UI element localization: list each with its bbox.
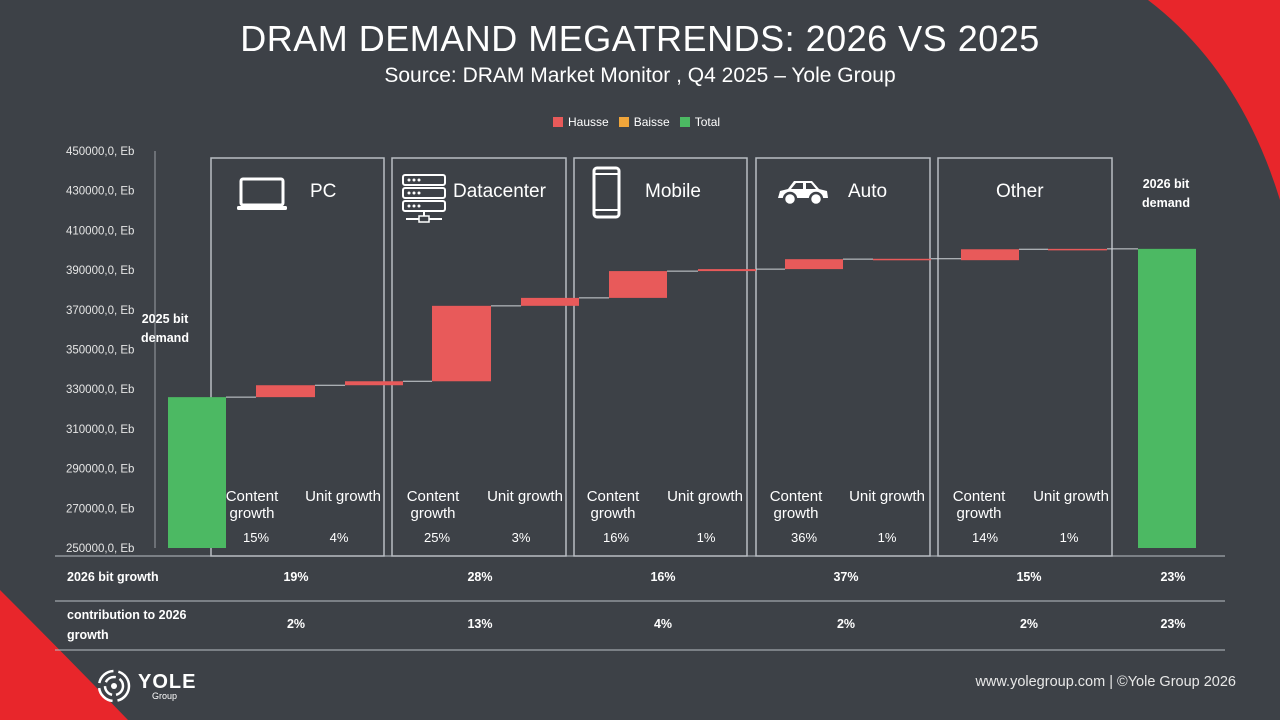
waterfall-bar-2025-bit-demand — [168, 397, 226, 548]
datacenter-content-growth-label: Content growth — [406, 488, 460, 522]
segment-title-pc: PC — [310, 181, 337, 202]
datacenter-content-pct: 25% — [423, 530, 451, 545]
logo-wordmark: YOLE — [138, 670, 197, 693]
y-tick-label: 310000,0, Eb — [66, 424, 134, 436]
phone-icon — [592, 166, 621, 219]
laptop-icon — [237, 177, 287, 210]
mobile-contribution: 4% — [653, 617, 673, 631]
chart-legend: Hausse Baisse Total — [553, 115, 720, 129]
segment-title-datacenter: Datacenter — [453, 181, 546, 202]
waterfall-bar-datacenter-unit-growth — [521, 297, 579, 306]
yole-logo-mark-icon — [97, 669, 131, 703]
legend-swatch-total — [679, 117, 690, 127]
mobile-bit-growth: 16% — [650, 570, 676, 584]
yole-logo[interactable]: YOLE Group — [96, 668, 196, 704]
segment-title-auto: Auto — [848, 181, 888, 202]
logo-subword: Group — [152, 690, 178, 701]
other-content-pct: 14% — [971, 530, 999, 545]
auto-content-pct: 36% — [790, 530, 818, 545]
auto-content-growth-label: Content growth — [769, 488, 823, 522]
y-tick-label: 390000,0, Eb — [66, 265, 134, 277]
legend-item-hausse: Hausse — [553, 115, 609, 129]
other-content-growth-label: Content growth — [952, 488, 1006, 522]
pc-content-pct: 15% — [242, 530, 270, 545]
legend-swatch-hausse — [553, 117, 563, 127]
auto-unit-pct: 1% — [877, 530, 897, 545]
y-tick-label: 250000,0, Eb — [66, 543, 134, 555]
other-contribution: 2% — [1019, 617, 1039, 631]
pc-unit-pct: 4% — [329, 530, 349, 545]
mobile-unit-pct: 1% — [696, 530, 716, 545]
waterfall-bar-pc-content-growth — [256, 385, 315, 398]
datacenter-unit-pct: 3% — [511, 530, 531, 545]
waterfall-bar-mobile-unit-growth — [698, 269, 756, 272]
legend-label-hausse: Hausse — [568, 115, 609, 129]
auto-bit-growth: 37% — [833, 570, 859, 584]
y-tick-label: 290000,0, Eb — [66, 464, 134, 476]
legend-item-baisse: Baisse — [618, 115, 670, 129]
total-contribution: 23% — [1160, 617, 1186, 631]
waterfall-bar-other-unit-growth — [1048, 248, 1107, 251]
datacenter-contribution: 13% — [467, 617, 493, 631]
footer-copyright[interactable]: www.yolegroup.com | ©Yole Group 2026 — [975, 674, 1236, 690]
legend-item-total: Total — [679, 115, 721, 129]
datacenter-unit-growth-label: Unit growth — [487, 488, 563, 505]
waterfall-bar-auto-content-growth — [785, 259, 843, 270]
segment-title-mobile: Mobile — [645, 181, 701, 202]
pc-bit-growth: 19% — [283, 570, 309, 584]
auto-unit-growth-label: Unit growth — [849, 488, 925, 505]
waterfall-bar-2026-bit-demand — [1138, 248, 1196, 548]
server-icon — [402, 174, 446, 223]
waterfall-bar-pc-unit-growth — [345, 381, 403, 386]
waterfall-bar-mobile-content-growth — [609, 271, 667, 298]
y-tick-label: 430000,0, Eb — [66, 186, 134, 198]
legend-label-baisse: Baisse — [633, 115, 670, 129]
total-bit-growth: 23% — [1160, 570, 1186, 584]
other-bit-growth: 15% — [1016, 570, 1042, 584]
mobile-unit-growth-label: Unit growth — [667, 488, 743, 505]
contribution-row-label: contribution to 2026 growth — [67, 608, 187, 642]
bit-growth-row-label: 2026 bit growth — [67, 570, 159, 584]
y-tick-label: 270000,0, Eb — [66, 503, 134, 515]
waterfall-bar-datacenter-content-growth — [432, 305, 491, 382]
legend-label-total: Total — [694, 115, 721, 129]
page-subtitle: Source: DRAM Market Monitor , Q4 2025 – … — [384, 64, 896, 87]
mobile-content-pct: 16% — [602, 530, 630, 545]
pc-unit-growth-label: Unit growth — [305, 488, 381, 505]
legend-swatch-baisse — [618, 117, 629, 127]
waterfall-bar-other-content-growth — [961, 249, 1019, 261]
car-icon — [778, 181, 828, 207]
y-tick-label: 370000,0, Eb — [66, 305, 134, 317]
y-tick-label: 350000,0, Eb — [66, 345, 134, 357]
page-title: DRAM DEMAND MEGATRENDS: 2026 VS 2025 — [240, 18, 1040, 59]
y-tick-label: 450000,0, Eb — [66, 146, 134, 158]
datacenter-bit-growth: 28% — [467, 570, 493, 584]
start-total-label: 2025 bit demand — [141, 312, 189, 345]
pc-contribution: 2% — [286, 617, 306, 631]
y-tick-label: 410000,0, Eb — [66, 225, 134, 237]
other-unit-growth-label: Unit growth — [1033, 488, 1109, 505]
end-total-label: 2026 bit demand — [1142, 177, 1190, 210]
segment-title-other: Other — [996, 181, 1044, 202]
other-unit-pct: 1% — [1059, 530, 1079, 545]
waterfall-bar-auto-unit-growth — [873, 258, 931, 261]
mobile-content-growth-label: Content growth — [586, 488, 640, 522]
auto-contribution: 2% — [836, 617, 856, 631]
pc-content-growth-label: Content growth — [225, 488, 279, 522]
y-tick-label: 330000,0, Eb — [66, 384, 134, 396]
